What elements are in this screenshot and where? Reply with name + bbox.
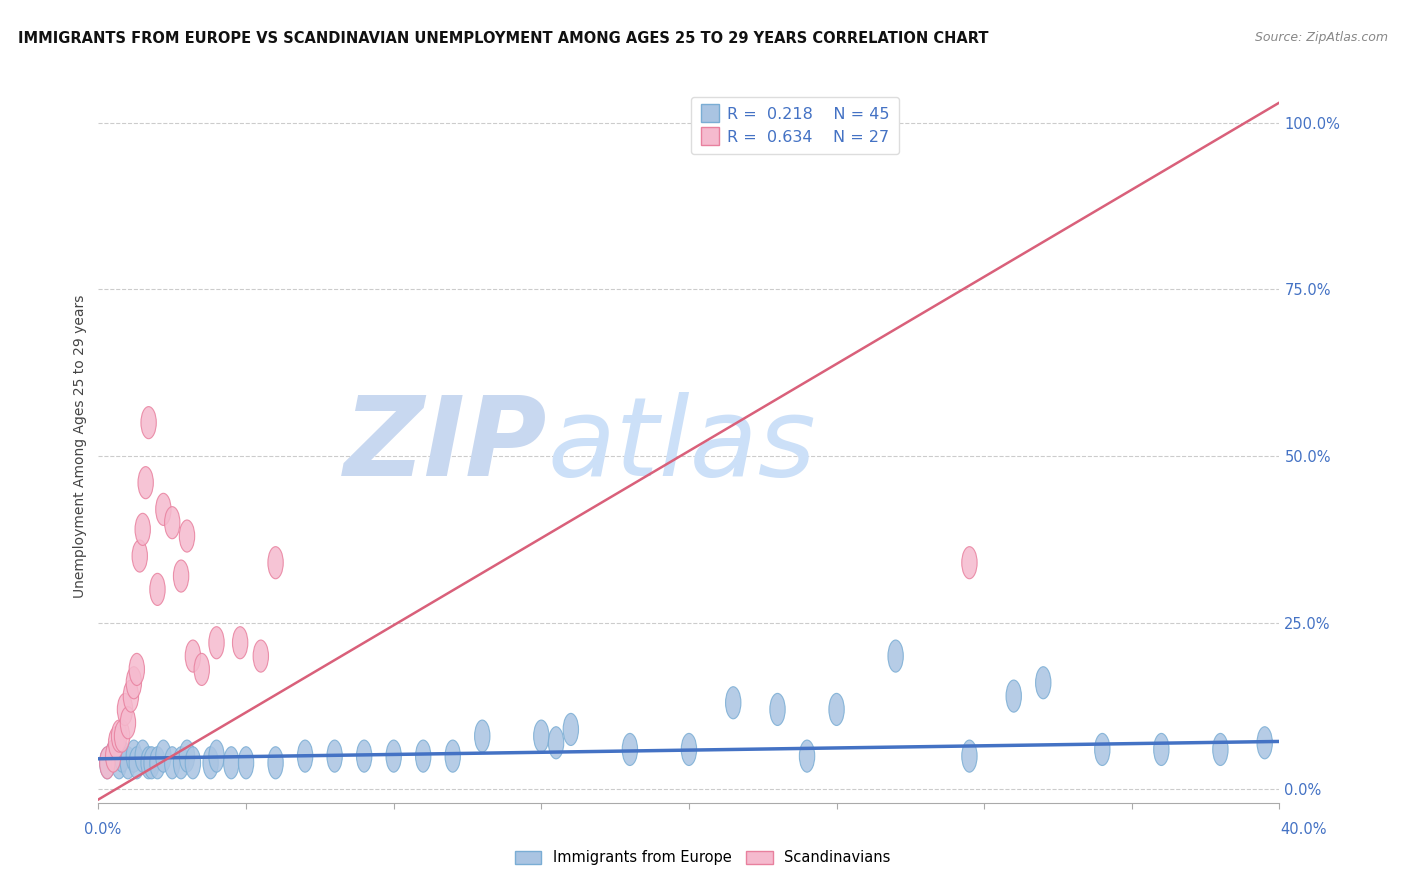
Ellipse shape <box>180 740 194 772</box>
Ellipse shape <box>138 467 153 499</box>
Ellipse shape <box>1007 680 1021 712</box>
Ellipse shape <box>111 720 127 752</box>
Legend: R =  0.218    N = 45, R =  0.634    N = 27: R = 0.218 N = 45, R = 0.634 N = 27 <box>690 97 900 154</box>
Ellipse shape <box>165 747 180 779</box>
Ellipse shape <box>135 513 150 545</box>
Ellipse shape <box>180 520 194 552</box>
Ellipse shape <box>475 720 489 752</box>
Ellipse shape <box>129 747 145 779</box>
Ellipse shape <box>1213 733 1227 765</box>
Ellipse shape <box>416 740 430 772</box>
Ellipse shape <box>564 714 578 746</box>
Ellipse shape <box>800 740 814 772</box>
Ellipse shape <box>186 747 201 779</box>
Ellipse shape <box>232 627 247 659</box>
Ellipse shape <box>202 747 218 779</box>
Ellipse shape <box>100 747 115 779</box>
Ellipse shape <box>135 740 150 772</box>
Ellipse shape <box>1036 666 1050 698</box>
Ellipse shape <box>105 740 121 772</box>
Ellipse shape <box>194 653 209 685</box>
Ellipse shape <box>124 680 139 712</box>
Ellipse shape <box>328 740 342 772</box>
Ellipse shape <box>127 666 142 698</box>
Text: Source: ZipAtlas.com: Source: ZipAtlas.com <box>1254 31 1388 45</box>
Y-axis label: Unemployment Among Ages 25 to 29 years: Unemployment Among Ages 25 to 29 years <box>73 294 87 598</box>
Ellipse shape <box>105 740 121 772</box>
Ellipse shape <box>889 640 903 673</box>
Ellipse shape <box>357 740 371 772</box>
Ellipse shape <box>173 747 188 779</box>
Ellipse shape <box>143 747 159 779</box>
Ellipse shape <box>156 740 172 772</box>
Text: atlas: atlas <box>547 392 815 500</box>
Ellipse shape <box>111 747 127 779</box>
Ellipse shape <box>114 720 129 752</box>
Ellipse shape <box>129 653 145 685</box>
Ellipse shape <box>132 540 148 572</box>
Ellipse shape <box>100 747 115 779</box>
Ellipse shape <box>534 720 548 752</box>
Ellipse shape <box>173 560 188 592</box>
Ellipse shape <box>1095 733 1109 765</box>
Ellipse shape <box>962 547 977 579</box>
Text: 0.0%: 0.0% <box>84 822 121 837</box>
Ellipse shape <box>253 640 269 673</box>
Text: ZIP: ZIP <box>343 392 547 500</box>
Ellipse shape <box>682 733 696 765</box>
Legend: Immigrants from Europe, Scandinavians: Immigrants from Europe, Scandinavians <box>509 845 897 871</box>
Ellipse shape <box>1154 733 1168 765</box>
Ellipse shape <box>150 574 165 606</box>
Ellipse shape <box>387 740 401 772</box>
Ellipse shape <box>1257 727 1272 759</box>
Ellipse shape <box>121 747 135 779</box>
Ellipse shape <box>141 747 156 779</box>
Ellipse shape <box>117 693 132 725</box>
Ellipse shape <box>298 740 312 772</box>
Ellipse shape <box>209 627 224 659</box>
Ellipse shape <box>114 740 129 772</box>
Ellipse shape <box>108 727 124 759</box>
Ellipse shape <box>156 493 172 525</box>
Ellipse shape <box>830 693 844 725</box>
Ellipse shape <box>962 740 977 772</box>
Text: 40.0%: 40.0% <box>1279 822 1327 837</box>
Ellipse shape <box>548 727 564 759</box>
Ellipse shape <box>209 740 224 772</box>
Ellipse shape <box>141 407 156 439</box>
Ellipse shape <box>446 740 460 772</box>
Text: IMMIGRANTS FROM EUROPE VS SCANDINAVIAN UNEMPLOYMENT AMONG AGES 25 TO 29 YEARS CO: IMMIGRANTS FROM EUROPE VS SCANDINAVIAN U… <box>18 31 988 46</box>
Ellipse shape <box>121 706 135 739</box>
Ellipse shape <box>186 640 201 673</box>
Ellipse shape <box>239 747 253 779</box>
Ellipse shape <box>224 747 239 779</box>
Ellipse shape <box>127 740 142 772</box>
Ellipse shape <box>623 733 637 765</box>
Ellipse shape <box>269 547 283 579</box>
Ellipse shape <box>150 747 165 779</box>
Ellipse shape <box>269 747 283 779</box>
Ellipse shape <box>770 693 785 725</box>
Ellipse shape <box>725 687 741 719</box>
Ellipse shape <box>165 507 180 539</box>
